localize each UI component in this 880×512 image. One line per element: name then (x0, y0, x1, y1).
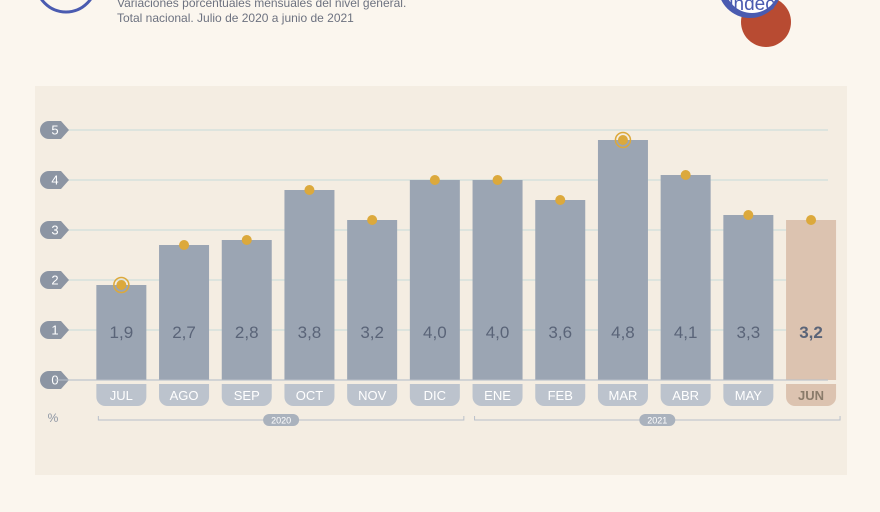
chart: 012345%1,9JUL2,7AGO2,8SEP3,8OCT3,2NOV4,0… (40, 121, 841, 426)
y-tick-label: 4 (51, 173, 58, 188)
y-tick-label: 3 (51, 223, 58, 238)
bar[interactable] (472, 180, 523, 380)
y-tick-badge (40, 121, 69, 139)
chart-subtitle: Variaciones porcentuales mensuales del n… (117, 0, 406, 26)
bar[interactable] (660, 175, 711, 380)
x-tick-label: JUL (110, 388, 133, 403)
subtitle-line-2: Total nacional. Julio de 2020 a junio de… (117, 11, 354, 25)
bar-value-label: 3,8 (298, 323, 322, 342)
y-tick-badge (40, 171, 69, 189)
month-tab[interactable] (284, 384, 335, 406)
value-marker (492, 175, 503, 185)
bar-value-label: 3,3 (737, 323, 761, 342)
value-marker (555, 195, 566, 205)
month-tab[interactable] (535, 384, 586, 406)
x-tick-label: AGO (170, 388, 199, 403)
bar-value-label: 4,0 (423, 323, 447, 342)
value-marker-ring (614, 131, 632, 149)
value-marker (806, 215, 817, 225)
y-tick-badge (40, 321, 69, 339)
y-tick-label: 2 (51, 273, 58, 288)
bar-value-label: 4,8 (611, 323, 635, 342)
month-tab[interactable] (660, 384, 711, 406)
subtitle-line-1: Variaciones porcentuales mensuales del n… (117, 0, 407, 10)
indec-logo-text: indec (729, 0, 774, 15)
indec-logo: indec (721, 0, 791, 47)
x-tick-label: ENE (484, 388, 511, 403)
value-marker (680, 170, 691, 180)
y-tick-badge (40, 371, 69, 389)
value-marker (116, 280, 127, 290)
month-tab[interactable] (723, 384, 774, 406)
month-tab[interactable] (96, 384, 147, 406)
indec-logo-white-circle (728, 0, 776, 13)
x-tick-label: ABR (672, 388, 699, 403)
x-tick-label: JUN (798, 388, 824, 403)
x-tick-label: SEP (234, 388, 260, 403)
x-tick-label: NOV (358, 388, 387, 403)
bar[interactable] (221, 240, 272, 380)
month-tab[interactable] (221, 384, 272, 406)
bar[interactable] (786, 220, 837, 380)
bar[interactable] (535, 200, 586, 380)
y-unit-label: % (48, 411, 59, 425)
bar-value-label: 2,8 (235, 323, 259, 342)
bar[interactable] (284, 190, 335, 380)
bar-value-label: 2,7 (172, 323, 196, 342)
bar[interactable] (409, 180, 460, 380)
value-marker (304, 185, 315, 195)
y-tick-label: 1 (51, 323, 58, 338)
bar[interactable] (347, 220, 398, 380)
bar[interactable] (597, 140, 648, 380)
month-tab[interactable] (347, 384, 398, 406)
x-tick-label: OCT (296, 388, 324, 403)
bar[interactable] (96, 285, 147, 380)
month-tab[interactable] (159, 384, 210, 406)
x-tick-label: FEB (548, 388, 573, 403)
y-tick-badge (40, 271, 69, 289)
bar[interactable] (723, 215, 774, 380)
bar-value-label: 3,6 (548, 323, 572, 342)
value-marker-ring (113, 276, 130, 294)
value-marker (241, 235, 252, 245)
ipc-logo (40, 0, 92, 14)
bar[interactable] (159, 245, 210, 380)
month-tab[interactable] (597, 384, 648, 406)
ipc-logo-ring (40, 0, 92, 14)
value-marker (367, 215, 378, 225)
year-label: 2020 (271, 416, 291, 426)
value-marker (179, 240, 190, 250)
bar-value-label: 4,0 (486, 323, 510, 342)
month-tab[interactable] (786, 384, 837, 406)
bar-value-label: 4,1 (674, 323, 698, 342)
bar-value-label: 1,9 (110, 323, 134, 342)
x-tick-label: DIC (424, 388, 446, 403)
x-tick-label: MAY (735, 388, 763, 403)
y-tick-badge (40, 221, 69, 239)
month-tab[interactable] (409, 384, 460, 406)
bar-value-label: 3,2 (799, 323, 823, 342)
value-marker (743, 210, 754, 220)
year-badge (263, 414, 300, 426)
x-tick-label: MAR (609, 388, 638, 403)
chart-panel: 0 1 2 3 4 5% 1,9 JUL 2,7 AGO 2,8 SEP 3,8 OCT 3,2 NOV 4,0… (35, 86, 847, 475)
bar-value-label: 3,2 (360, 323, 384, 342)
value-marker (429, 175, 440, 185)
year-label: 2021 (647, 416, 667, 426)
month-tab[interactable] (472, 384, 523, 406)
value-marker (617, 135, 628, 145)
y-tick-label: 5 (51, 123, 58, 138)
year-badge (639, 414, 676, 426)
